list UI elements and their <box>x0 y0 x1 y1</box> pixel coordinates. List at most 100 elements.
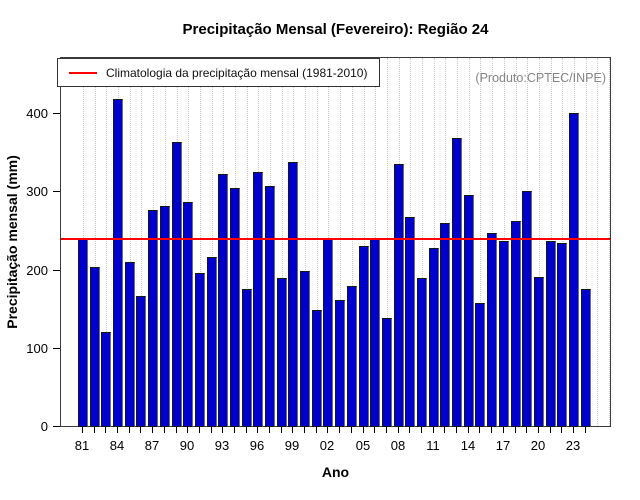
bar-1995 <box>241 289 252 427</box>
x-tick <box>327 427 328 433</box>
grid-line <box>562 58 564 426</box>
bar-1982 <box>89 267 100 427</box>
x-tick-label: 23 <box>565 438 581 453</box>
x-tick-label: 81 <box>74 438 90 453</box>
bar-2005 <box>358 246 369 427</box>
x-tick <box>433 427 434 433</box>
bar-2023 <box>568 113 579 427</box>
y-tick <box>53 270 60 271</box>
x-tick <box>105 427 106 433</box>
grid-line <box>363 58 365 426</box>
x-tick <box>140 427 141 433</box>
bar-2008 <box>393 164 404 427</box>
x-axis-label: Ano <box>321 464 350 480</box>
bar-2004 <box>346 286 357 427</box>
grid-line <box>340 58 342 426</box>
x-tick <box>444 427 445 433</box>
bar-1984 <box>113 99 124 427</box>
bar-1996 <box>253 172 264 427</box>
legend-line-sample <box>69 71 97 74</box>
x-tick-label: 08 <box>390 438 406 453</box>
y-tick-label: 200 <box>26 263 48 278</box>
bar-2013 <box>452 138 463 427</box>
x-tick <box>386 427 387 433</box>
x-tick <box>374 427 375 433</box>
bar-2012 <box>440 223 451 427</box>
x-tick <box>269 427 270 433</box>
bar-2007 <box>381 318 392 427</box>
x-tick <box>129 427 130 433</box>
bar-2021 <box>545 241 556 427</box>
bar-2017 <box>498 241 509 427</box>
x-tick <box>409 427 410 433</box>
x-tick-label: 05 <box>355 438 371 453</box>
x-tick <box>164 427 165 433</box>
bar-1998 <box>276 278 287 427</box>
x-tick-label: 02 <box>319 438 335 453</box>
bar-1986 <box>136 296 147 427</box>
bar-2010 <box>417 278 427 427</box>
x-tick <box>222 427 223 433</box>
grid-line <box>141 58 143 426</box>
y-tick-label: 0 <box>40 419 48 434</box>
bar-2015 <box>475 303 486 427</box>
x-tick-label: 17 <box>495 438 511 453</box>
x-tick <box>491 427 492 433</box>
x-tick <box>503 427 504 433</box>
x-tick <box>94 427 95 433</box>
bar-1994 <box>229 188 240 427</box>
grid-line <box>281 58 283 426</box>
grid-line <box>199 58 201 426</box>
y-tick <box>53 348 60 349</box>
y-tick-label: 400 <box>26 106 48 121</box>
grid-line <box>94 58 96 426</box>
x-tick <box>561 427 562 433</box>
grid-line <box>433 58 435 426</box>
x-tick <box>152 427 153 433</box>
x-tick <box>479 427 480 433</box>
x-tick <box>538 427 539 433</box>
grid-line <box>597 58 599 426</box>
grid-line <box>246 58 248 426</box>
grid-line <box>305 58 307 426</box>
y-tick-label: 100 <box>26 341 48 356</box>
bar-1985 <box>124 262 135 427</box>
chart-title: Precipitação Mensal (Fevereiro): Região … <box>182 21 489 38</box>
grid-line <box>585 58 587 426</box>
legend-label: Climatologia da precipitação mensal (198… <box>106 65 368 80</box>
x-tick <box>176 427 177 433</box>
bar-1997 <box>265 186 276 427</box>
bar-2002 <box>323 239 334 427</box>
y-tick <box>53 113 60 114</box>
bar-2009 <box>405 217 416 427</box>
x-tick <box>573 427 574 433</box>
bar-1981 <box>78 239 88 427</box>
y-tick <box>53 426 60 427</box>
bar-2014 <box>463 195 474 427</box>
y-axis-label: Precipitação mensal (mm) <box>4 155 20 329</box>
bar-2022 <box>557 243 568 427</box>
x-tick-label: 87 <box>144 438 160 453</box>
x-tick <box>515 427 516 433</box>
bar-2006 <box>370 239 381 427</box>
climatology-line <box>61 238 610 240</box>
bar-1991 <box>194 273 205 427</box>
bar-1993 <box>218 174 229 427</box>
x-tick <box>187 427 188 433</box>
x-tick <box>398 427 399 433</box>
x-tick <box>550 427 551 433</box>
bar-2016 <box>487 233 498 427</box>
x-tick <box>316 427 317 433</box>
grid-line <box>386 58 388 426</box>
x-tick-label: 20 <box>530 438 546 453</box>
x-tick <box>468 427 469 433</box>
bar-1988 <box>159 206 170 427</box>
x-tick <box>117 427 118 433</box>
bar-2003 <box>335 300 346 427</box>
x-tick <box>292 427 293 433</box>
bar-1987 <box>148 210 159 427</box>
x-tick <box>281 427 282 433</box>
grid-line <box>129 58 131 426</box>
grid-line <box>609 58 611 426</box>
